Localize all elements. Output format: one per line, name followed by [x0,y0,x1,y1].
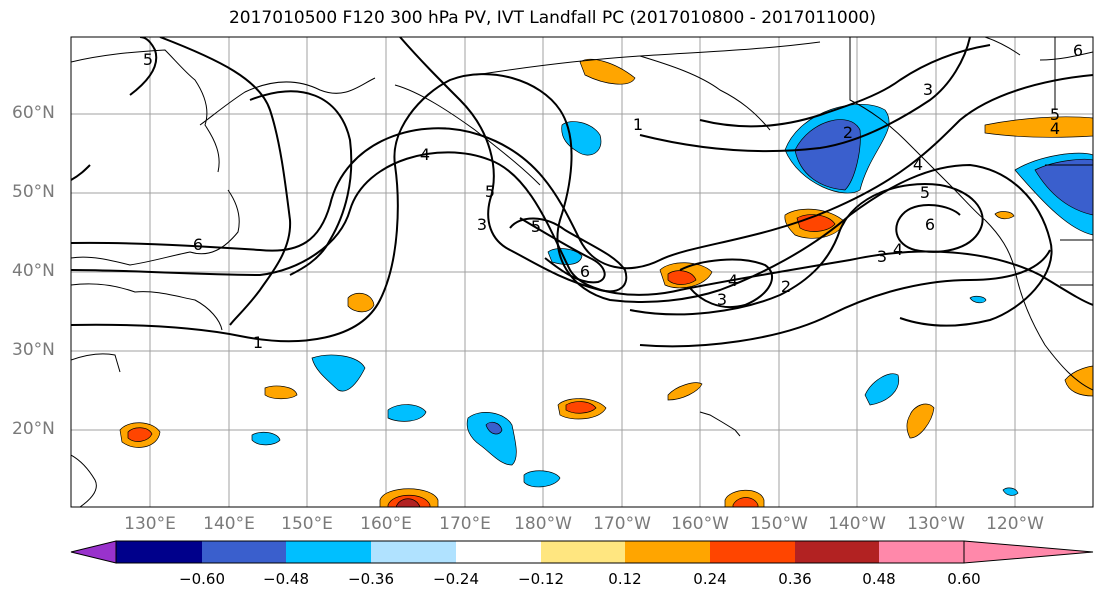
latitude-label: 50°N [12,182,55,202]
colorbar-tick-label: 0.60 [947,570,981,588]
colorbar-tick-label: 0.48 [862,570,896,588]
pv-positive-area [667,270,697,285]
contour-label: 6 [925,215,935,234]
contour-label: 6 [580,262,590,281]
colorbar-segment [371,541,456,563]
contour-label: 4 [893,240,903,259]
contour-label: 5 [920,183,930,202]
contour-label: 6 [193,235,203,254]
colorbar [70,540,1094,564]
longitude-label: 180°W [514,514,572,534]
latitude-label: 40°N [12,261,55,281]
contour-label: 5 [1050,105,1060,124]
pv-positive-area [264,385,298,400]
longitude-label: 140°E [203,514,255,534]
pv-negative-area [387,404,427,422]
pv-negative-area [466,412,517,466]
pv-positive-area [984,116,1093,138]
latitude-label: 30°N [12,340,55,360]
longitude-label: 120°W [986,514,1044,534]
contour-label: 4 [728,271,738,290]
latitude-label: 60°N [12,103,55,123]
contour-label: 5 [485,182,495,201]
colorbar-segment [625,541,710,563]
pv-negative-area [1034,158,1093,216]
pv-negative-area [311,354,366,392]
contour-label: 4 [913,155,923,174]
contour-label: 4 [1050,119,1060,138]
contour-label: 2 [781,277,791,296]
contour-label: 6 [1073,41,1083,60]
contour-label: 5 [531,217,541,236]
colorbar-segment [286,541,371,563]
pv-positive-area [347,292,375,313]
colorbar-tick-label: −0.24 [433,570,479,588]
colorbar-segment [541,541,625,563]
colorbar-segment [795,541,879,563]
pv-positive-area [565,401,597,414]
contour-label-layer: 5 4 5 3 5 6 1 2 3 4 5 6 3 4 2 3 4 6 1 4 … [143,41,1083,352]
contour-label: 5 [143,50,153,69]
pv-positive-area [667,382,703,401]
colorbar-max-extend [963,540,1094,564]
contour-label: 3 [923,80,933,99]
colorbar-min-extend [70,540,117,564]
longitude-label: 150°W [750,514,808,534]
latitude-label: 20°N [12,419,55,439]
longitude-label: 140°W [828,514,886,534]
pv-negative-area [864,373,900,406]
pv-positive-area [1064,365,1093,397]
longitude-label: 150°E [281,514,333,534]
colorbar-tick-label: −0.36 [348,570,394,588]
coastlines [71,37,1093,507]
colorbar-tick-label: −0.12 [518,570,564,588]
pv-negative-area [1002,487,1019,496]
contour-label: 3 [717,290,727,309]
contour-label: 3 [877,247,887,266]
colorbar-tick-label: −0.60 [179,570,225,588]
pv-negative-area [794,119,861,191]
longitude-label: 170°E [439,514,491,534]
colorbar-tick-label: −0.48 [263,570,309,588]
longitude-label: 130°W [907,514,965,534]
pv-shading [119,58,1093,507]
longitude-label: 130°E [124,514,176,534]
colorbar-segment [202,541,286,563]
pv-positive-area [906,403,935,439]
pv-positive-area [127,427,153,442]
pv-negative-area [969,295,987,304]
pv-negative-area [485,421,503,435]
contour-label: 1 [253,333,263,352]
longitude-label: 170°W [593,514,651,534]
colorbar-tick-label: 0.36 [778,570,812,588]
pv-positive-area [994,211,1015,220]
longitude-label: 160°W [671,514,729,534]
ivt-contours [71,37,1093,348]
colorbar-segment [456,541,541,563]
contour-label: 2 [843,123,853,142]
contour-label: 4 [420,145,430,164]
colorbar-segment [710,541,795,563]
pv-negative-area [251,431,281,446]
map-title: 2017010500 F120 300 hPa PV, IVT Landfall… [228,8,876,28]
colorbar-tick-label: 0.12 [608,570,642,588]
longitude-label: 160°E [360,514,412,534]
contour-label: 3 [477,215,487,234]
pv-negative-area [523,470,561,488]
colorbar-segment [879,541,964,563]
colorbar-tick-label: 0.24 [693,570,727,588]
contour-label: 1 [633,115,643,134]
colorbar-segment [116,541,202,563]
